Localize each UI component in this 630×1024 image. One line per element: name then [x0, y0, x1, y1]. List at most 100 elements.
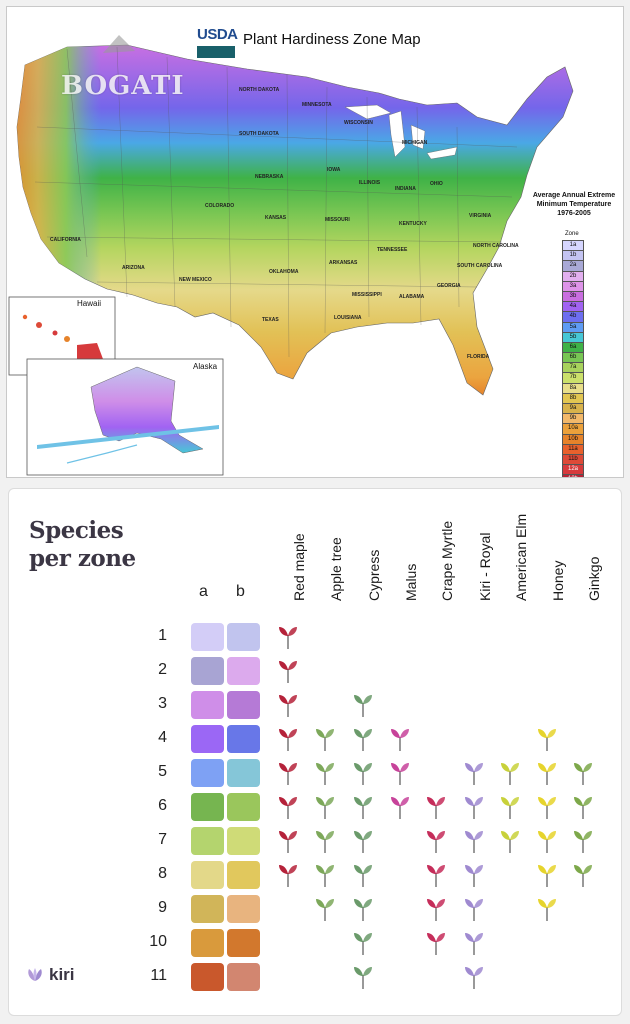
- species-header-label: Kiri - Royal: [477, 532, 493, 601]
- zone-swatch-1b: [227, 623, 260, 651]
- species-header-label: Crape Myrtle: [439, 520, 455, 601]
- sprout-icon: [277, 725, 299, 753]
- zone-swatch-9a: [191, 895, 224, 923]
- sprout-icon: [572, 827, 594, 855]
- map-title: Plant Hardiness Zone Map: [243, 31, 421, 48]
- sprout-icon: [499, 759, 521, 787]
- legend-zone-8a: 8a: [562, 382, 584, 393]
- sprout-icon: [352, 929, 374, 957]
- zone-number: 11: [150, 967, 167, 984]
- state-label: COLORADO: [205, 203, 235, 209]
- sprout-icon: [277, 861, 299, 889]
- usda-logo-text: USDA: [197, 26, 238, 43]
- species-per-zone-card: Species per zone a b Red maple Apple tree…: [8, 488, 622, 1016]
- legend-zone-6a: 6a: [562, 341, 584, 353]
- sprout-icon: [389, 793, 411, 821]
- sprout-icon: [352, 827, 374, 855]
- legend-zone-12b: 12b: [562, 474, 584, 477]
- zone-swatch-7a: [191, 827, 224, 855]
- legend-zone-4a: 4a: [562, 301, 584, 312]
- state-label: OHIO: [430, 181, 443, 187]
- kiri-logo-text: kiri: [49, 965, 75, 984]
- card-title-line1: Species: [29, 517, 124, 544]
- kiri-logo-icon: [28, 968, 42, 981]
- zone-swatch-9b: [227, 895, 260, 923]
- legend-zone-label: Zone: [565, 231, 579, 237]
- sprout-icon: [463, 963, 485, 991]
- state-label: LOUISIANA: [334, 315, 362, 321]
- zone-swatch-11b: [227, 963, 260, 991]
- legend-zone-11a: 11a: [562, 443, 584, 454]
- sprout-icon: [352, 691, 374, 719]
- legend-zone-9a: 9a: [562, 403, 584, 414]
- zone-number: 9: [158, 899, 167, 916]
- zone-number: 6: [158, 797, 167, 814]
- species-header-label: American Elm: [513, 513, 529, 601]
- state-label: GEORGIA: [437, 283, 461, 289]
- sprout-icon: [536, 861, 558, 889]
- zone-swatch-10a: [191, 929, 224, 957]
- state-label: OKLAHOMA: [269, 269, 299, 275]
- state-label: VIRGINIA: [469, 213, 492, 219]
- sprout-icon: [572, 861, 594, 889]
- zone-number: 3: [158, 695, 167, 712]
- legend-zone-12a: 12a: [562, 464, 584, 475]
- legend-zone-3a: 3a: [562, 280, 584, 291]
- hardiness-zone-map: USDA Plant Hardiness Zone Map BOGATI Ave…: [6, 6, 624, 478]
- zone-swatch-6a: [191, 793, 224, 821]
- sprout-icon: [314, 827, 336, 855]
- species-header: Malus: [387, 489, 419, 609]
- card-title-line2: per zone: [29, 545, 136, 572]
- zone-swatch-4a: [191, 725, 224, 753]
- sprout-icon: [277, 827, 299, 855]
- state-label: MICHIGAN: [402, 140, 428, 146]
- state-label: CALIFORNIA: [50, 237, 81, 243]
- sprout-icon: [314, 759, 336, 787]
- zone-swatch-6b: [227, 793, 260, 821]
- state-label: NEW MEXICO: [179, 277, 212, 283]
- state-label: ARIZONA: [122, 265, 145, 271]
- species-header: Cypress: [350, 489, 382, 609]
- state-label: MISSOURI: [325, 217, 350, 223]
- state-label: NORTH DAKOTA: [239, 87, 280, 93]
- legend-title-line: Average Annual Extreme: [532, 192, 616, 199]
- sprout-icon: [352, 793, 374, 821]
- species-header: American Elm: [497, 489, 529, 609]
- sprout-icon: [536, 759, 558, 787]
- sprout-icon: [572, 793, 594, 821]
- sprout-icon: [463, 793, 485, 821]
- legend-title-line: 1976-2005: [557, 210, 591, 217]
- sprout-icon: [389, 759, 411, 787]
- sprout-icon: [352, 861, 374, 889]
- zone-swatch-3a: [191, 691, 224, 719]
- sprout-icon: [536, 827, 558, 855]
- state-label: ILLINOIS: [359, 180, 381, 186]
- state-label: SOUTH DAKOTA: [239, 131, 279, 137]
- state-label: WISCONSIN: [344, 120, 373, 126]
- sprout-icon: [314, 793, 336, 821]
- sprout-icon: [277, 623, 299, 651]
- sprout-icon: [463, 929, 485, 957]
- species-header-label: Malus: [403, 563, 419, 601]
- zone-swatch-7b: [227, 827, 260, 855]
- sprout-icon: [352, 963, 374, 991]
- state-label: IOWA: [327, 167, 341, 173]
- legend-zone-5b: 5b: [562, 331, 584, 342]
- legend-zone-7a: 7a: [562, 362, 584, 373]
- state-label: NORTH CAROLINA: [473, 243, 519, 249]
- sprout-icon: [463, 759, 485, 787]
- state-label: TEXAS: [262, 317, 279, 323]
- card-title: Species per zone: [29, 517, 136, 573]
- sprout-icon: [536, 793, 558, 821]
- sprout-icon: [463, 861, 485, 889]
- state-label: MINNESOTA: [302, 102, 332, 108]
- legend-title: Average Annual Extreme Minimum Temperatu…: [528, 191, 620, 218]
- species-header: Honey: [534, 489, 566, 609]
- sprout-icon: [536, 895, 558, 923]
- state-label: SOUTH CAROLINA: [457, 263, 503, 269]
- species-header-label: Cypress: [366, 549, 382, 601]
- zone-number: 1: [158, 627, 167, 644]
- sprout-icon: [499, 793, 521, 821]
- legend-zone-11b: 11b: [562, 453, 584, 465]
- zone-number: 2: [158, 661, 167, 678]
